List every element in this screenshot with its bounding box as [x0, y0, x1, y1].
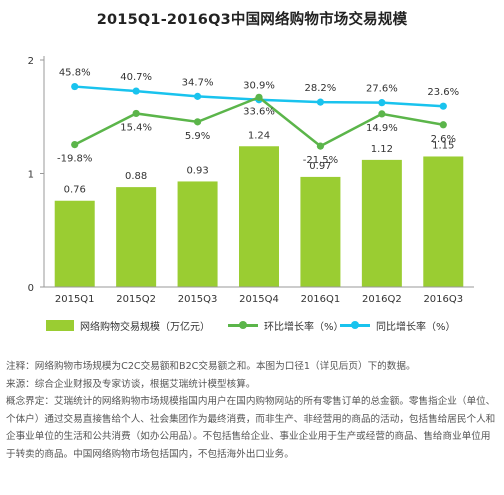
chart-area: 0 1 2 2015Q1 2015Q2 2015Q3 2015Q4 2016Q1 2016Q2 2… — [28, 56, 474, 305]
x-tick-label: 2016Q2 — [362, 294, 402, 305]
yoy-point — [71, 82, 79, 91]
bar-value-label: 0.76 — [64, 185, 86, 196]
yoy-value-label: 27.6% — [366, 84, 398, 95]
bar-value-label: 0.97 — [309, 161, 331, 172]
bar-value-label: 1.12 — [371, 144, 393, 155]
yoy-point — [439, 102, 447, 110]
qoq-value-label: 33.6% — [243, 106, 275, 117]
x-tick-label: 2015Q3 — [178, 294, 218, 305]
legend-item-qoq: 环比增长率（%） — [228, 318, 344, 333]
bar — [116, 187, 157, 287]
bar — [300, 176, 341, 287]
qoq-point — [378, 110, 386, 118]
yoy-point — [378, 99, 386, 107]
x-tick-label: 2015Q2 — [116, 294, 156, 305]
chart-legend: 网络购物交易规模（万亿元） 环比增长率（%） 同比增长率（%） — [0, 318, 504, 336]
note-definition: 概念界定：艾瑞统计的网络购物市场规模指国内用户在国内购物网站的所有零售订单的总金… — [6, 396, 496, 460]
yoy-point — [316, 98, 325, 106]
yoy-value-label: 23.6% — [427, 87, 459, 98]
yoy-point — [193, 92, 202, 100]
legend-label-qoq: 环比增长率（%） — [264, 322, 344, 333]
yoy-value-label: 40.7% — [120, 72, 152, 83]
chart-notes: 注释：网络购物市场规模为C2C交易额和B2C交易额之和。本图为口径1（详见后页）… — [6, 358, 498, 463]
qoq-value-label: 2.6% — [431, 134, 456, 145]
legend-swatch-volume — [46, 320, 74, 331]
yoy-value-label: 34.7% — [182, 77, 214, 88]
yoy-point — [132, 87, 140, 95]
bar — [239, 146, 279, 287]
bar — [423, 156, 464, 287]
y-tick-label: 2 — [28, 56, 34, 67]
bar-value-label: 1.15 — [432, 140, 454, 151]
legend-swatch-qoq — [228, 321, 258, 329]
legend-swatch-yoy — [340, 321, 370, 329]
legend-item-volume: 网络购物交易规模（万亿元） — [46, 318, 210, 333]
bar-value-label: 1.24 — [248, 130, 270, 141]
chart-title: 2015Q1-2016Q3中国网络购物市场交易规模 — [96, 12, 408, 28]
x-tick-label: 2015Q4 — [239, 294, 279, 305]
y-tick-label: 0 — [28, 283, 34, 294]
yoy-value-label: 30.9% — [243, 81, 275, 92]
legend-label-volume: 网络购物交易规模（万亿元） — [80, 322, 210, 333]
qoq-value-label: -21.5% — [303, 155, 338, 166]
y-tick-label: 1 — [28, 170, 34, 181]
x-tick-label: 2015Q1 — [55, 294, 95, 305]
qoq-value-label: -19.8% — [57, 154, 92, 165]
qoq-point — [193, 118, 202, 126]
qoq-point — [439, 121, 447, 129]
yoy-value-label: 28.2% — [305, 83, 337, 94]
qoq-point — [71, 140, 79, 149]
note-annotation: 注释：网络购物市场规模为C2C交易额和B2C交易额之和。本图为口径1（详见后页）… — [6, 361, 416, 372]
x-tick-label: 2016Q3 — [423, 294, 463, 305]
qoq-value-label: 5.9% — [185, 131, 210, 142]
qoq-point — [255, 93, 263, 101]
qoq-value-label: 14.9% — [366, 123, 398, 134]
qoq-point — [316, 142, 325, 150]
bar — [361, 159, 402, 287]
qoq-value-label: 15.4% — [120, 122, 152, 133]
note-source: 来源：综合企业财报及专家访谈，根据艾瑞统计模型核算。 — [6, 378, 256, 390]
legend-item-yoy: 同比增长率（%） — [340, 318, 456, 333]
qoq-point — [132, 109, 140, 118]
bar — [54, 200, 95, 287]
x-tick-label: 2016Q1 — [301, 294, 341, 305]
bar-value-label: 0.88 — [125, 171, 147, 182]
bar-value-label: 0.93 — [186, 165, 208, 176]
bar — [177, 181, 218, 287]
legend-label-yoy: 同比增长率（%） — [376, 322, 456, 333]
yoy-value-label: 45.8% — [59, 68, 91, 79]
